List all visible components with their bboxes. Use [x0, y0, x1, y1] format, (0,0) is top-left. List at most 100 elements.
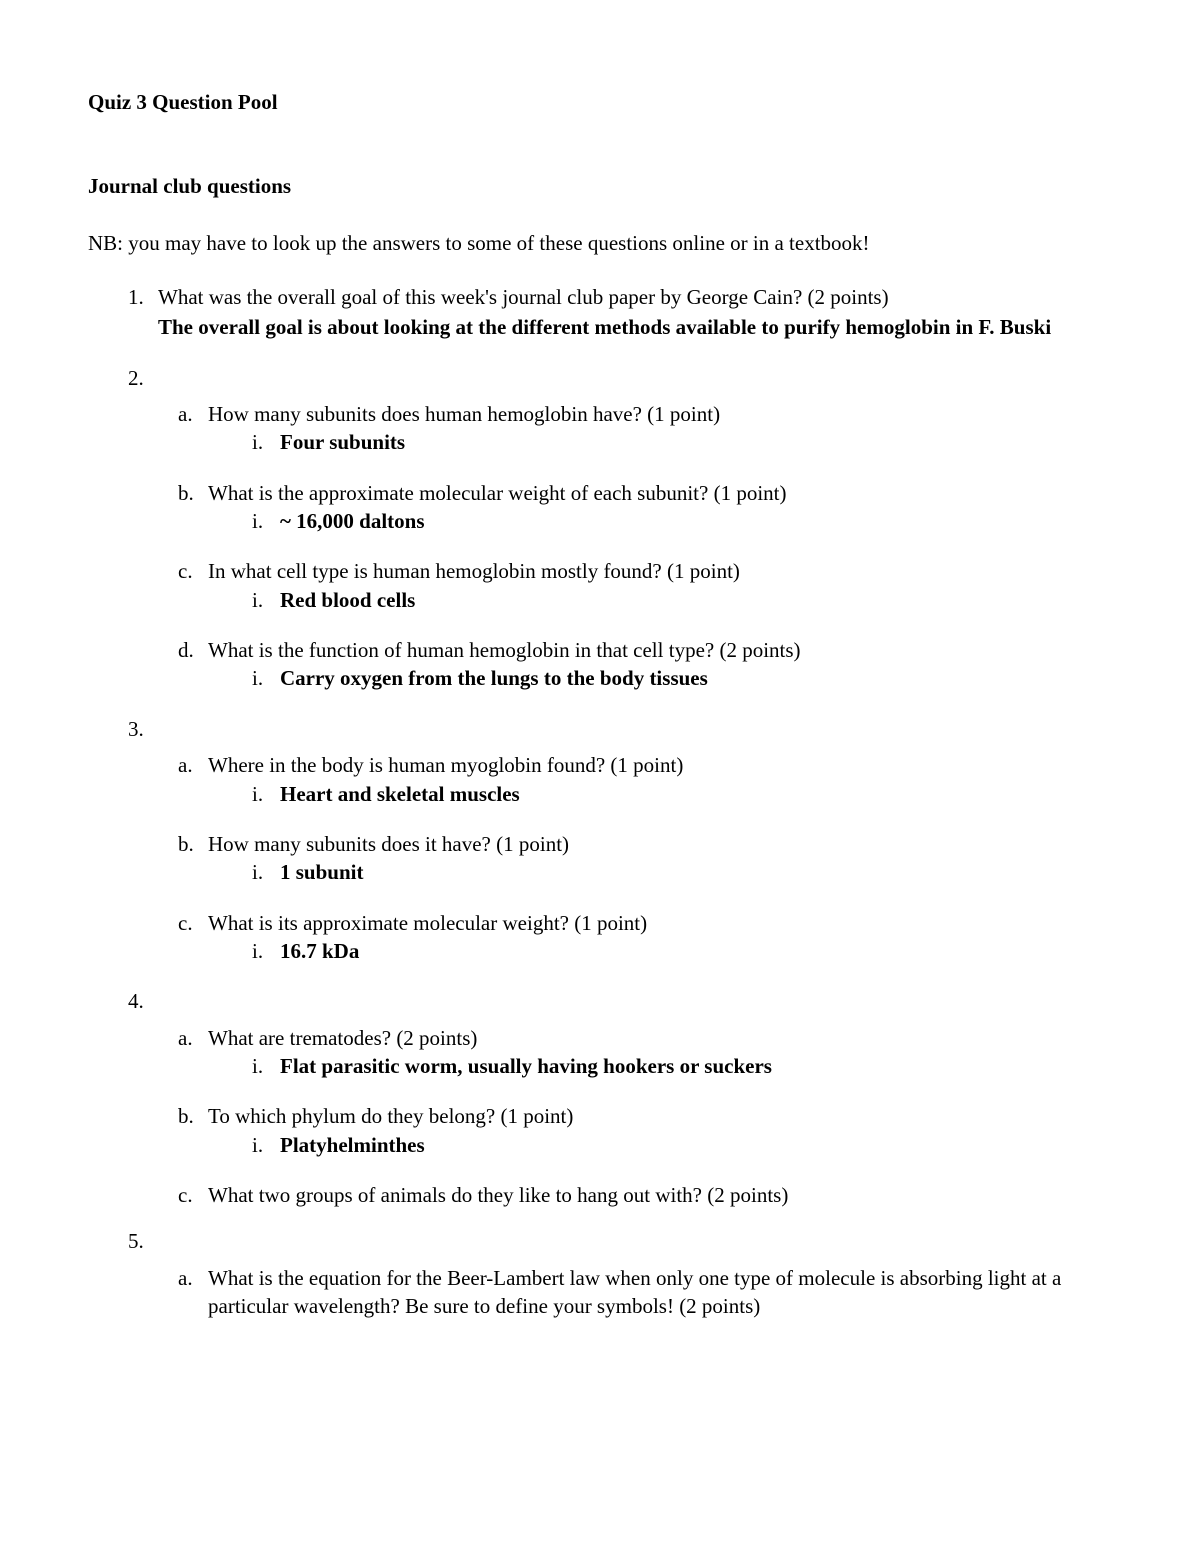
list-marker: c.: [178, 909, 208, 984]
answer-list: i. ~ 16,000 daltons: [252, 507, 1112, 535]
answer-text: 1 subunit: [280, 858, 1112, 886]
sub-question-content: What is the function of human hemoglobin…: [208, 636, 1112, 711]
question-text: What is the approximate molecular weight…: [208, 479, 1112, 507]
list-marker: a.: [178, 400, 208, 475]
list-marker: d.: [178, 636, 208, 711]
sub-question-list: a. What is the equation for the Beer-Lam…: [178, 1264, 1112, 1321]
sub-question-content: What is the equation for the Beer-Lamber…: [208, 1264, 1112, 1321]
question-3: 3.: [128, 715, 1112, 743]
sub-question-content: Where in the body is human myoglobin fou…: [208, 751, 1112, 826]
question-list: 5.: [128, 1227, 1112, 1255]
list-marker: 3.: [128, 715, 158, 743]
answer-text: Heart and skeletal muscles: [280, 780, 1112, 808]
answer-text: Red blood cells: [280, 586, 1112, 614]
question-text: What two groups of animals do they like …: [208, 1181, 1112, 1209]
list-marker: 4.: [128, 987, 158, 1015]
sub-question-3c: c. What is its approximate molecular wei…: [178, 909, 1112, 984]
answer-text: Carry oxygen from the lungs to the body …: [280, 664, 1112, 692]
answer-item: i. Flat parasitic worm, usually having h…: [252, 1052, 1112, 1080]
sub-question-content: What two groups of animals do they like …: [208, 1181, 1112, 1209]
list-marker: b.: [178, 479, 208, 554]
answer-item: i. Carry oxygen from the lungs to the bo…: [252, 664, 1112, 692]
answer-list: i. Carry oxygen from the lungs to the bo…: [252, 664, 1112, 692]
question-answer: The overall goal is about looking at the…: [158, 313, 1112, 341]
question-content: What was the overall goal of this week's…: [158, 283, 1112, 356]
sub-question-2b: b. What is the approximate molecular wei…: [178, 479, 1112, 554]
sub-question-4a: a. What are trematodes? (2 points) i. Fl…: [178, 1024, 1112, 1099]
answer-text: Platyhelminthes: [280, 1131, 1112, 1159]
sub-question-content: How many subunits does it have? (1 point…: [208, 830, 1112, 905]
note-text: NB: you may have to look up the answers …: [88, 229, 1112, 257]
sub-question-content: To which phylum do they belong? (1 point…: [208, 1102, 1112, 1177]
sub-question-content: In what cell type is human hemoglobin mo…: [208, 557, 1112, 632]
question-5: 5.: [128, 1227, 1112, 1255]
sub-question-content: What is the approximate molecular weight…: [208, 479, 1112, 554]
sub-question-content: What are trematodes? (2 points) i. Flat …: [208, 1024, 1112, 1099]
answer-item: i. ~ 16,000 daltons: [252, 507, 1112, 535]
sub-question-4b: b. To which phylum do they belong? (1 po…: [178, 1102, 1112, 1177]
list-marker: c.: [178, 557, 208, 632]
answer-text: Four subunits: [280, 428, 1112, 456]
list-marker: i.: [252, 1052, 280, 1080]
question-text: In what cell type is human hemoglobin mo…: [208, 557, 1112, 585]
sub-question-4c: c. What two groups of animals do they li…: [178, 1181, 1112, 1209]
answer-list: i. 16.7 kDa: [252, 937, 1112, 965]
answer-item: i. 1 subunit: [252, 858, 1112, 886]
sub-question-5a: a. What is the equation for the Beer-Lam…: [178, 1264, 1112, 1321]
question-list: 4.: [128, 987, 1112, 1015]
answer-text: ~ 16,000 daltons: [280, 507, 1112, 535]
list-marker: i.: [252, 664, 280, 692]
list-marker: i.: [252, 780, 280, 808]
list-marker: a.: [178, 751, 208, 826]
answer-item: i. Red blood cells: [252, 586, 1112, 614]
answer-list: i. 1 subunit: [252, 858, 1112, 886]
question-text: To which phylum do they belong? (1 point…: [208, 1102, 1112, 1130]
sub-question-2a: a. How many subunits does human hemoglob…: [178, 400, 1112, 475]
list-marker: i.: [252, 858, 280, 886]
list-marker: 1.: [128, 283, 158, 356]
list-marker: a.: [178, 1264, 208, 1321]
answer-list: i. Red blood cells: [252, 586, 1112, 614]
list-marker: b.: [178, 1102, 208, 1177]
answer-list: i. Four subunits: [252, 428, 1112, 456]
list-marker: i.: [252, 428, 280, 456]
list-marker: a.: [178, 1024, 208, 1099]
sub-question-list: a. How many subunits does human hemoglob…: [178, 400, 1112, 711]
section-heading: Journal club questions: [88, 172, 1112, 200]
question-text: What is its approximate molecular weight…: [208, 909, 1112, 937]
answer-list: i. Platyhelminthes: [252, 1131, 1112, 1159]
answer-text: 16.7 kDa: [280, 937, 1112, 965]
question-content: [158, 715, 1112, 743]
list-marker: i.: [252, 1131, 280, 1159]
question-1: 1. What was the overall goal of this wee…: [128, 283, 1112, 356]
list-marker: b.: [178, 830, 208, 905]
question-2: 2.: [128, 364, 1112, 392]
question-4: 4.: [128, 987, 1112, 1015]
answer-item: i. Platyhelminthes: [252, 1131, 1112, 1159]
sub-question-content: How many subunits does human hemoglobin …: [208, 400, 1112, 475]
answer-item: i. Four subunits: [252, 428, 1112, 456]
list-marker: 2.: [128, 364, 158, 392]
list-marker: i.: [252, 507, 280, 535]
sub-question-list: a. What are trematodes? (2 points) i. Fl…: [178, 1024, 1112, 1210]
question-text: Where in the body is human myoglobin fou…: [208, 751, 1112, 779]
document-page: Quiz 3 Question Pool Journal club questi…: [0, 0, 1200, 1553]
sub-question-3b: b. How many subunits does it have? (1 po…: [178, 830, 1112, 905]
list-marker: i.: [252, 937, 280, 965]
answer-item: i. 16.7 kDa: [252, 937, 1112, 965]
sub-question-list: a. Where in the body is human myoglobin …: [178, 751, 1112, 983]
question-content: [158, 987, 1112, 1015]
answer-text: Flat parasitic worm, usually having hook…: [280, 1052, 1112, 1080]
question-text: What are trematodes? (2 points): [208, 1024, 1112, 1052]
question-list: 1. What was the overall goal of this wee…: [128, 283, 1112, 392]
question-list: 3.: [128, 715, 1112, 743]
list-marker: i.: [252, 586, 280, 614]
list-marker: c.: [178, 1181, 208, 1209]
question-text: How many subunits does it have? (1 point…: [208, 830, 1112, 858]
page-title: Quiz 3 Question Pool: [88, 88, 1112, 116]
list-marker: 5.: [128, 1227, 158, 1255]
answer-item: i. Heart and skeletal muscles: [252, 780, 1112, 808]
question-content: [158, 1227, 1112, 1255]
sub-question-2c: c. In what cell type is human hemoglobin…: [178, 557, 1112, 632]
question-text: What is the function of human hemoglobin…: [208, 636, 1112, 664]
